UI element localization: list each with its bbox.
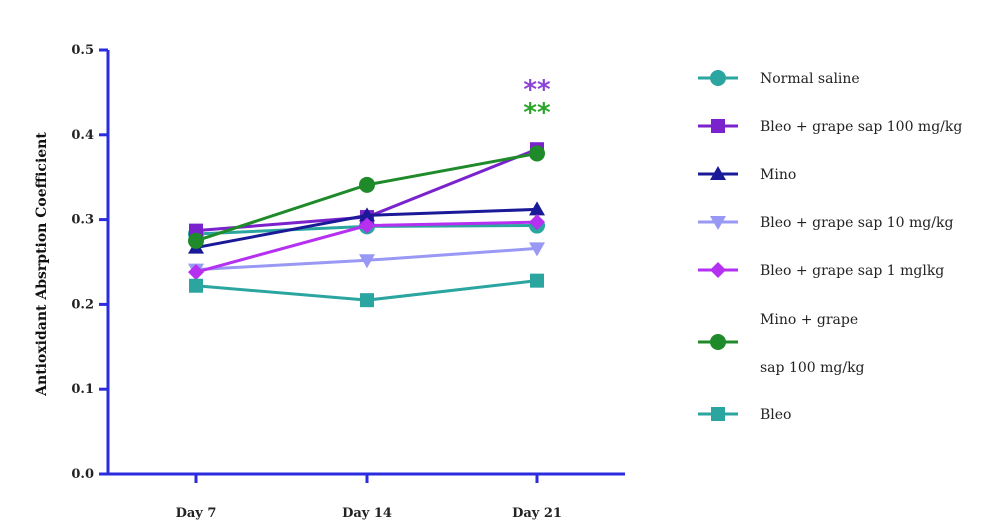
legend-label: sap 100 mg/kg [760, 360, 865, 376]
data-point [359, 254, 375, 269]
legend-item: Bleo [698, 407, 791, 423]
y-tick-label: 0.5 [71, 43, 94, 58]
data-point [359, 217, 375, 234]
legend-item: Mino [698, 166, 796, 183]
data-point [529, 201, 545, 216]
legend-item: Mino + grape sap 100 mg/kg [698, 312, 865, 376]
axes: 0.0 0.1 0.2 0.3 0.4 0.5 Day 7 Day 14 Day 21 Antio… [34, 43, 625, 521]
x-tick-label: Day 14 [342, 506, 392, 521]
data-point [188, 264, 204, 281]
legend-marker [710, 216, 726, 230]
significance-annotation: ** [523, 98, 551, 128]
legend-label: Mino + grape [760, 312, 858, 328]
annotation-layer: **** [523, 75, 551, 128]
y-tick-label: 0.2 [71, 297, 94, 312]
data-point [359, 207, 375, 222]
series-4 [188, 214, 545, 281]
legend-label: Bleo + grape sap 100 mg/kg [760, 119, 962, 135]
series-6 [189, 273, 544, 308]
legend-marker [710, 262, 726, 278]
legend-label: Bleo + grape sap 10 mg/kg [760, 215, 953, 231]
data-point [188, 232, 204, 249]
y-axis-label: Antioxidant Absrption Coefficient [34, 132, 50, 397]
significance-annotation: ** [523, 75, 551, 105]
x-tick-label: Day 21 [512, 506, 562, 521]
legend-marker [710, 166, 726, 180]
data-point [359, 176, 375, 193]
legend-label: Bleo + grape sap 1 mglkg [760, 263, 944, 279]
data-point [529, 145, 545, 162]
data-point [529, 214, 545, 231]
series-layer [188, 142, 545, 308]
legend-item: Normal saline [698, 70, 860, 87]
data-point [530, 273, 544, 288]
legend-label: Bleo [760, 407, 791, 423]
legend-marker [711, 407, 725, 421]
y-tick-label: 0.3 [71, 213, 94, 228]
legend-marker [710, 334, 726, 350]
legend-label: Normal saline [760, 71, 860, 87]
legend-marker [711, 119, 725, 133]
legend-item: Bleo + grape sap 10 mg/kg [698, 215, 953, 231]
y-tick-label: 0.0 [71, 467, 94, 482]
legend-marker [710, 70, 726, 86]
y-tick-label: 0.4 [71, 128, 94, 143]
legend-item: Bleo + grape sap 1 mglkg [698, 262, 944, 279]
x-tick-label: Day 7 [176, 506, 217, 521]
legend: Normal saline Bleo + grape sap 100 mg/kg M… [698, 70, 962, 423]
y-tick-label: 0.1 [71, 382, 94, 397]
data-point [360, 293, 374, 308]
legend-item: Bleo + grape sap 100 mg/kg [698, 119, 962, 135]
data-point [189, 278, 203, 293]
series-5 [188, 145, 545, 249]
legend-label: Mino [760, 167, 796, 183]
data-point [529, 242, 545, 257]
